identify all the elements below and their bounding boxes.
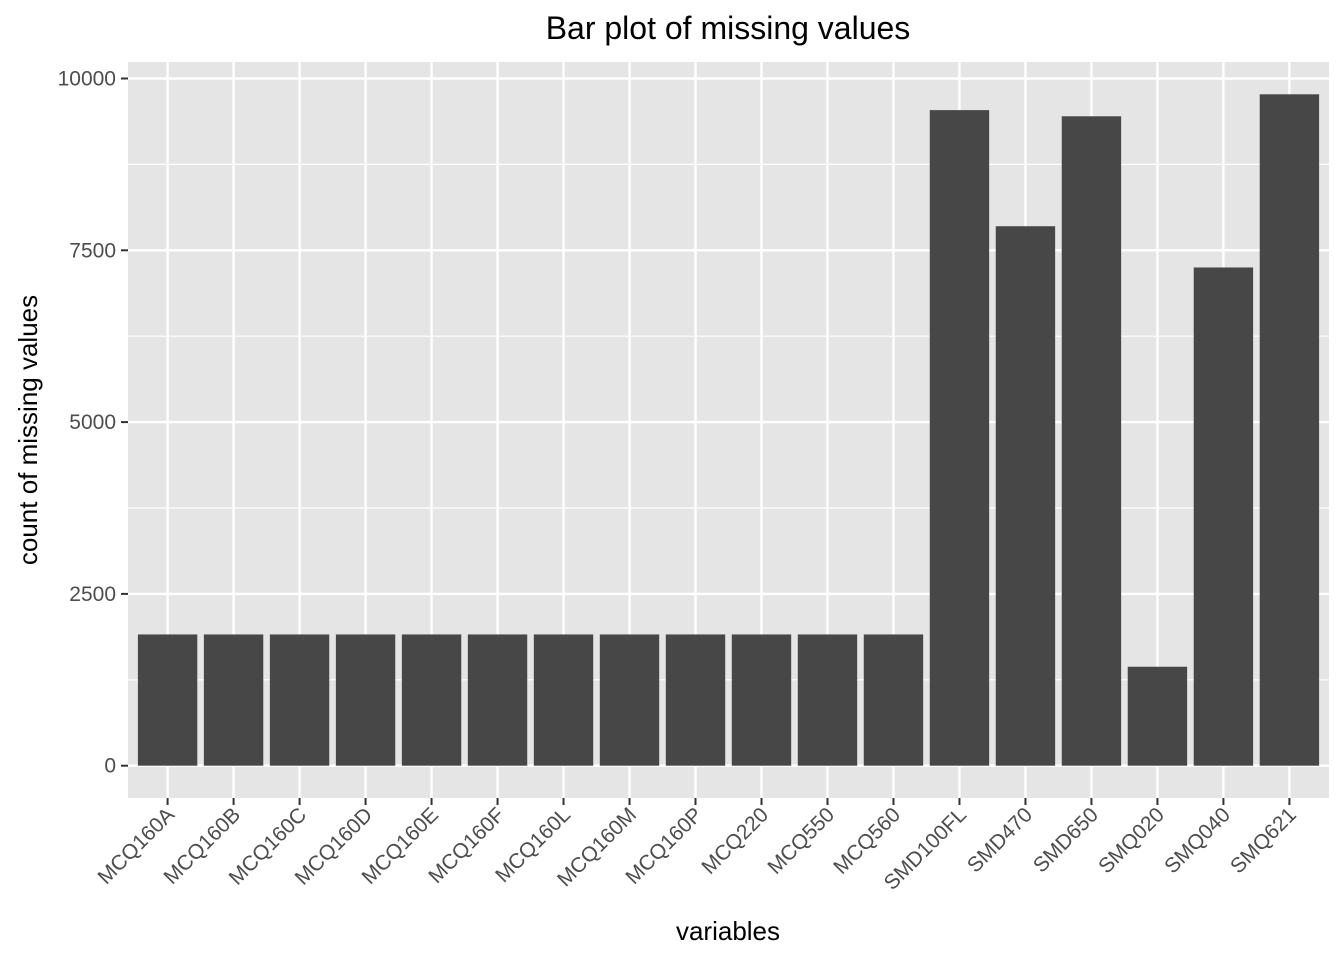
x-tick-label: MCQ550: [763, 803, 839, 879]
x-tick-label: SMQ040: [1160, 803, 1235, 878]
y-tick-label: 10000: [58, 67, 116, 90]
bar-mcq160c: [269, 634, 330, 766]
y-tick-label: 2500: [69, 583, 116, 606]
bar-mcq160f: [467, 634, 528, 766]
bars: [137, 94, 1320, 766]
bar-mcq220: [731, 634, 792, 766]
bar-mcq160e: [401, 634, 462, 766]
y-tick-label: 7500: [69, 239, 116, 262]
bar-smd470: [995, 226, 1056, 766]
y-tick-label: 0: [104, 755, 116, 778]
x-tick-label: SMD470: [963, 803, 1037, 877]
bar-smq040: [1193, 267, 1254, 766]
bar-mcq160m: [599, 634, 660, 766]
x-tick-label: SMQ020: [1094, 803, 1169, 878]
y-axis-title: count of missing values: [13, 295, 43, 565]
bar-smd650: [1061, 116, 1122, 766]
bar-mcq160l: [533, 634, 594, 766]
bar-mcq560: [863, 634, 924, 766]
bar-mcq160p: [665, 634, 726, 766]
x-tick-label: SMD650: [1029, 803, 1103, 877]
bar-mcq160b: [203, 634, 264, 766]
x-tick-label: MCQ220: [697, 803, 773, 879]
bar-mcq160a: [137, 634, 198, 766]
x-tick-label: SMQ621: [1226, 803, 1301, 878]
bar-smd100fl: [929, 110, 990, 766]
bar-smq020: [1127, 666, 1188, 766]
bar-mcq160d: [335, 634, 396, 766]
bar-mcq550: [797, 634, 858, 766]
x-axis-title: variables: [676, 916, 780, 946]
y-tick-label: 5000: [69, 411, 116, 434]
chart-title: Bar plot of missing values: [546, 10, 911, 46]
bar-smq621: [1259, 94, 1320, 766]
